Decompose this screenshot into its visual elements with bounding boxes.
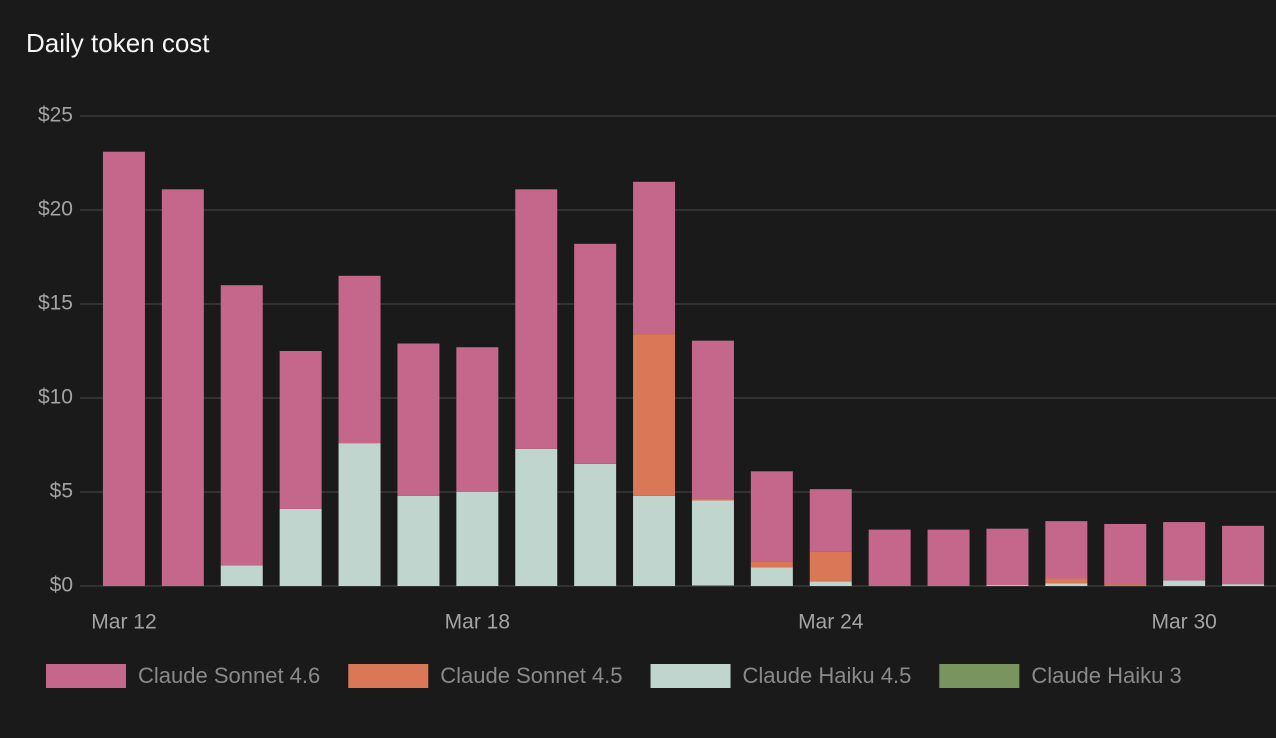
bar-segment: [1222, 525, 1265, 585]
y-tick-label: $5: [50, 480, 73, 503]
legend-label: Claude Sonnet 4.5: [440, 663, 622, 688]
bar-segment: [633, 181, 676, 335]
y-tick-label: $10: [38, 386, 73, 409]
bar-segment: [633, 334, 676, 496]
bar-segment: [456, 492, 499, 586]
legend-swatch: [939, 664, 1020, 688]
bar-segment: [574, 243, 617, 464]
legend-swatch: [348, 664, 429, 688]
bar-segment: [986, 528, 1029, 586]
bar-segment: [1104, 584, 1147, 586]
y-tick-label: $25: [38, 104, 73, 127]
y-tick-label: $15: [38, 292, 73, 315]
bar-segment: [1104, 523, 1147, 585]
bar-segment: [986, 585, 1029, 586]
bar-segment: [338, 443, 381, 586]
bar-segment: [691, 500, 734, 586]
x-tick-label: Mar 24: [798, 611, 864, 634]
bar-segment: [809, 489, 852, 552]
y-tick-label: $0: [50, 574, 73, 597]
bar-segment: [750, 567, 793, 586]
bar-segment: [868, 529, 911, 586]
bar-segment: [750, 561, 793, 568]
x-tick-label: Mar 18: [445, 611, 510, 634]
bar-segment: [1045, 521, 1088, 579]
legend-swatch: [650, 664, 731, 688]
bar-segment: [691, 498, 734, 501]
legend-swatch: [46, 664, 126, 688]
bar-segment: [927, 529, 970, 586]
y-tick-label: $20: [38, 198, 73, 221]
bar-segment: [397, 343, 440, 496]
bar-segment: [691, 340, 734, 499]
legend-label: Claude Haiku 3: [1031, 663, 1181, 688]
bar-segment: [574, 463, 617, 586]
bar-segment: [691, 585, 734, 586]
bar-segment: [279, 508, 322, 586]
bar-segment: [1163, 522, 1206, 581]
bar-segment: [161, 189, 204, 586]
bar-segment: [809, 551, 852, 582]
bar-segment: [220, 285, 263, 566]
bar-segment: [220, 565, 263, 586]
x-tick-label: Mar 30: [1151, 611, 1216, 634]
legend-label: Claude Haiku 4.5: [743, 663, 912, 688]
bar-segment: [1222, 584, 1265, 586]
bar-segment: [515, 189, 558, 449]
bar-segment: [1163, 580, 1206, 586]
bar-segment: [397, 495, 440, 586]
legend-label: Claude Sonnet 4.6: [138, 663, 320, 688]
bar-segment: [456, 347, 499, 492]
bar-segment: [1045, 578, 1088, 584]
bar-segment: [102, 151, 145, 586]
bar-segment: [279, 351, 322, 509]
bar-segment: [1045, 583, 1088, 586]
bar-segment: [633, 495, 676, 586]
bar-segment: [809, 581, 852, 586]
bar-segment: [338, 275, 381, 444]
chart-title: Daily token cost: [26, 28, 210, 58]
x-tick-label: Mar 12: [91, 611, 156, 634]
bar-segment: [750, 471, 793, 562]
bar-segment: [515, 448, 558, 586]
